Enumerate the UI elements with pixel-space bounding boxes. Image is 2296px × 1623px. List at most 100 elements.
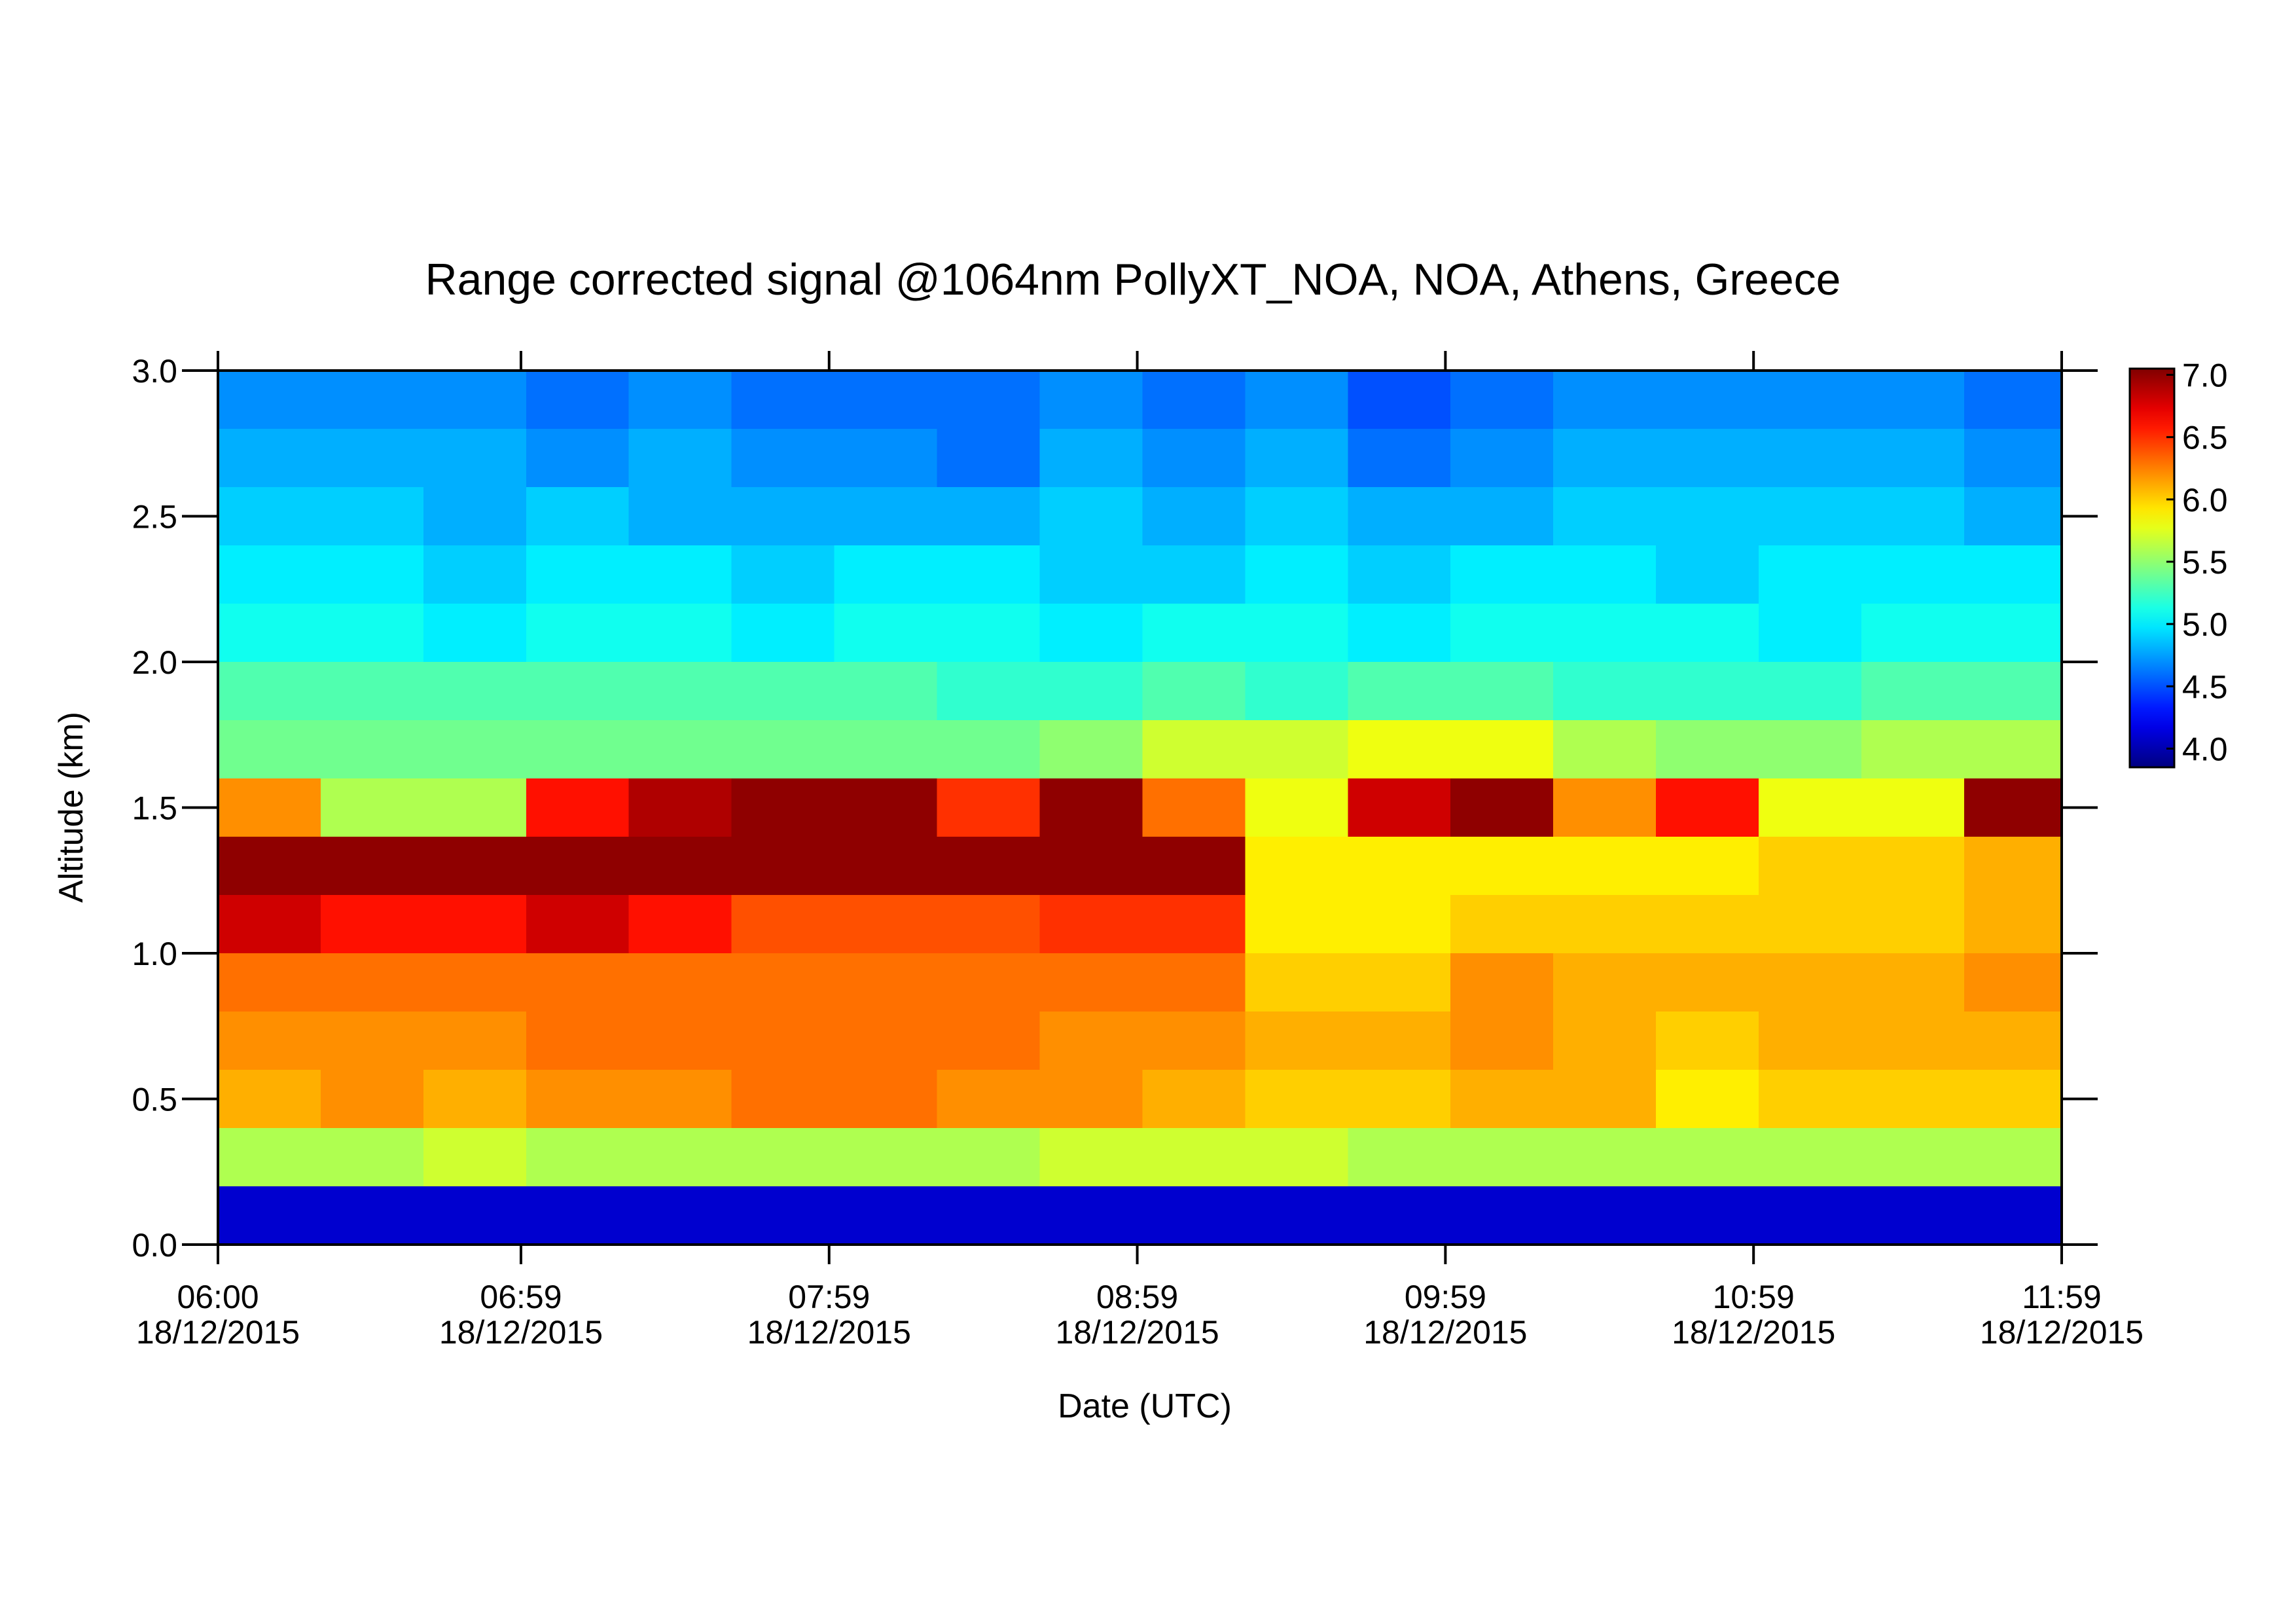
heatmap-cell: [526, 429, 629, 487]
heatmap-cell: [1245, 662, 1348, 720]
heatmap-cell: [1656, 429, 1759, 487]
heatmap-cell: [218, 371, 321, 429]
heatmap-cell: [1964, 1070, 2062, 1128]
heatmap-cell: [1245, 545, 1348, 604]
heatmap-cell: [628, 662, 732, 720]
heatmap-cell: [1245, 1070, 1348, 1128]
heatmap-cell: [628, 604, 732, 662]
heatmap-cell: [1861, 371, 1964, 429]
heatmap-cell: [320, 1186, 423, 1245]
heatmap-cell: [937, 895, 1040, 953]
colorbar-tick-label: 4.0: [2182, 731, 2228, 767]
heatmap-cell: [1450, 545, 1554, 604]
heatmap-cell: [526, 371, 629, 429]
y-tick-label: 0.5: [132, 1082, 177, 1118]
heatmap-cell: [937, 837, 1040, 895]
heatmap-cell: [834, 1128, 937, 1186]
heatmap-cell: [731, 1128, 834, 1186]
heatmap-cell: [1861, 895, 1964, 953]
heatmap-cell: [1759, 371, 1861, 429]
heatmap-cell: [1450, 371, 1554, 429]
heatmap-cell: [1039, 837, 1143, 895]
heatmap-cell: [218, 429, 321, 487]
heatmap-cell: [731, 953, 834, 1012]
heatmap-cell: [1656, 1012, 1759, 1070]
heatmap-cell: [1348, 545, 1451, 604]
heatmap-cell: [1039, 662, 1143, 720]
heatmap-cell: [1759, 487, 1861, 545]
heatmap-cell: [1964, 895, 2062, 953]
heatmap-cell: [1142, 429, 1246, 487]
heatmap-cell: [1759, 720, 1861, 778]
heatmap-cell: [1039, 545, 1143, 604]
heatmap-cell: [937, 487, 1040, 545]
heatmap-cell: [937, 604, 1040, 662]
x-tick-label: 10:59: [1713, 1279, 1795, 1315]
heatmap-cell: [423, 1128, 526, 1186]
heatmap-cell: [834, 895, 937, 953]
heatmap-cell: [1348, 662, 1451, 720]
heatmap-cell: [218, 1128, 321, 1186]
heatmap-cell: [218, 604, 321, 662]
heatmap-cell: [320, 662, 423, 720]
heatmap-cell: [834, 1186, 937, 1245]
heatmap-cell: [526, 895, 629, 953]
y-tick-label: 1.0: [132, 936, 177, 972]
x-tick-label: 18/12/2015: [136, 1314, 300, 1351]
colorbar-tick-label: 5.5: [2182, 544, 2228, 581]
heatmap-cell: [1245, 429, 1348, 487]
heatmap-cell: [628, 953, 732, 1012]
heatmap-cell: [423, 895, 526, 953]
heatmap-cell: [218, 1186, 321, 1245]
heatmap-cell: [731, 429, 834, 487]
heatmap-cell: [1861, 545, 1964, 604]
x-tick-label: 18/12/2015: [747, 1314, 911, 1351]
heatmap-cell: [628, 429, 732, 487]
heatmap-cell: [1964, 487, 2062, 545]
heatmap-cell: [1142, 837, 1246, 895]
x-tick-label: 18/12/2015: [1363, 1314, 1527, 1351]
x-tick-label: 08:59: [1096, 1279, 1178, 1315]
heatmap-cell: [320, 720, 423, 778]
heatmap-cell: [1450, 487, 1554, 545]
heatmap-cell: [423, 371, 526, 429]
heatmap-cell: [320, 487, 423, 545]
heatmap-cell: [937, 662, 1040, 720]
heatmap-cell: [937, 1070, 1040, 1128]
heatmap-cell: [526, 604, 629, 662]
heatmap-cell: [731, 371, 834, 429]
heatmap-cell: [526, 1186, 629, 1245]
heatmap-cell: [1861, 1186, 1964, 1245]
heatmap-cell: [731, 1186, 834, 1245]
heatmap-cell: [1553, 1186, 1657, 1245]
heatmap-cell: [731, 1012, 834, 1070]
heatmap-cell: [1142, 487, 1246, 545]
heatmap-cell: [937, 545, 1040, 604]
heatmap-cell: [1861, 662, 1964, 720]
heatmap-cell: [320, 429, 423, 487]
y-tick-label: 3.0: [132, 353, 177, 390]
heatmap-cell: [1656, 604, 1759, 662]
heatmap-cell: [1964, 837, 2062, 895]
colorbar: [2128, 367, 2176, 769]
heatmap-cell: [1245, 1128, 1348, 1186]
heatmap-cell: [1553, 778, 1657, 837]
heatmap-cell: [731, 487, 834, 545]
heatmap-cell: [1450, 1070, 1554, 1128]
heatmap-cell: [1245, 720, 1348, 778]
x-tick-label: 06:00: [177, 1279, 259, 1315]
heatmap-cell: [1553, 1012, 1657, 1070]
heatmap-cell: [1348, 1070, 1451, 1128]
y-tick-label: 2.0: [132, 644, 177, 681]
x-tick-label: 18/12/2015: [1055, 1314, 1219, 1351]
heatmap-cell: [1039, 429, 1143, 487]
heatmap-cell: [1245, 895, 1348, 953]
x-tick-label: 18/12/2015: [1980, 1314, 2144, 1351]
heatmap-cell: [320, 371, 423, 429]
heatmap-cell: [526, 545, 629, 604]
heatmap-cell: [1348, 371, 1451, 429]
heatmap-cell: [1861, 1128, 1964, 1186]
heatmap-cell: [423, 662, 526, 720]
heatmap-cell: [1861, 720, 1964, 778]
